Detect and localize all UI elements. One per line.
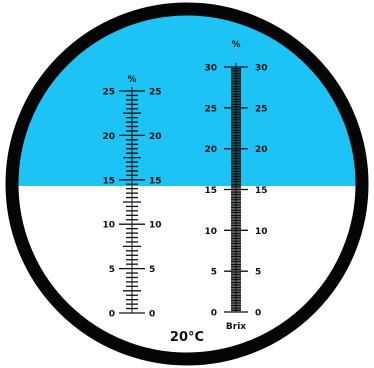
right-scale-label-right: 20	[255, 145, 268, 155]
left-scale-label-left: 10	[102, 221, 115, 231]
left-scale-label-left: 0	[109, 310, 115, 320]
brix-caption: Brix	[226, 322, 246, 332]
right-scale-label-left: 10	[204, 227, 217, 237]
left-scale-label-right: 5	[149, 265, 155, 275]
right-scale-label-left: 25	[204, 104, 217, 114]
left-scale: 0 0 5 5 10 10 15 15 20 20 25 25	[102, 87, 162, 320]
right-scale-label-right: 5	[255, 268, 261, 278]
right-scale-label-right: 30	[255, 64, 268, 74]
left-scale-label-right: 0	[149, 310, 155, 320]
right-scale-label-right: 10	[255, 227, 268, 237]
left-scale-label-right: 10	[149, 221, 162, 231]
right-scale-label-right: 25	[255, 104, 268, 114]
right-scale-label-left: 30	[204, 64, 217, 74]
sky-blue-region	[18, 15, 356, 186]
left-scale-label-left: 20	[102, 132, 115, 142]
left-scale-label-left: 15	[102, 176, 115, 186]
temperature-label: 20°C	[170, 330, 204, 345]
right-scale-label-right: 15	[255, 186, 268, 196]
left-scale-label-right: 15	[149, 176, 162, 186]
left-scale-label-right: 25	[149, 88, 162, 98]
left-scale-unit: %	[127, 75, 136, 85]
lens-ring	[5, 2, 369, 366]
right-scale-label-left: 20	[204, 145, 217, 155]
left-scale-label-right: 20	[149, 132, 162, 142]
right-scale-label-left: 5	[211, 268, 217, 278]
left-scale-label-left: 25	[102, 88, 115, 98]
right-scale-label-right: 0	[255, 309, 261, 319]
right-scale-label-left: 0	[211, 309, 217, 319]
right-scale: 0 0 5 5 10 10 15 15 20 20 25 25 30 30	[204, 63, 268, 319]
right-scale-unit: %	[231, 40, 240, 50]
left-scale-label-left: 5	[109, 265, 115, 275]
right-scale-label-left: 15	[204, 186, 217, 196]
